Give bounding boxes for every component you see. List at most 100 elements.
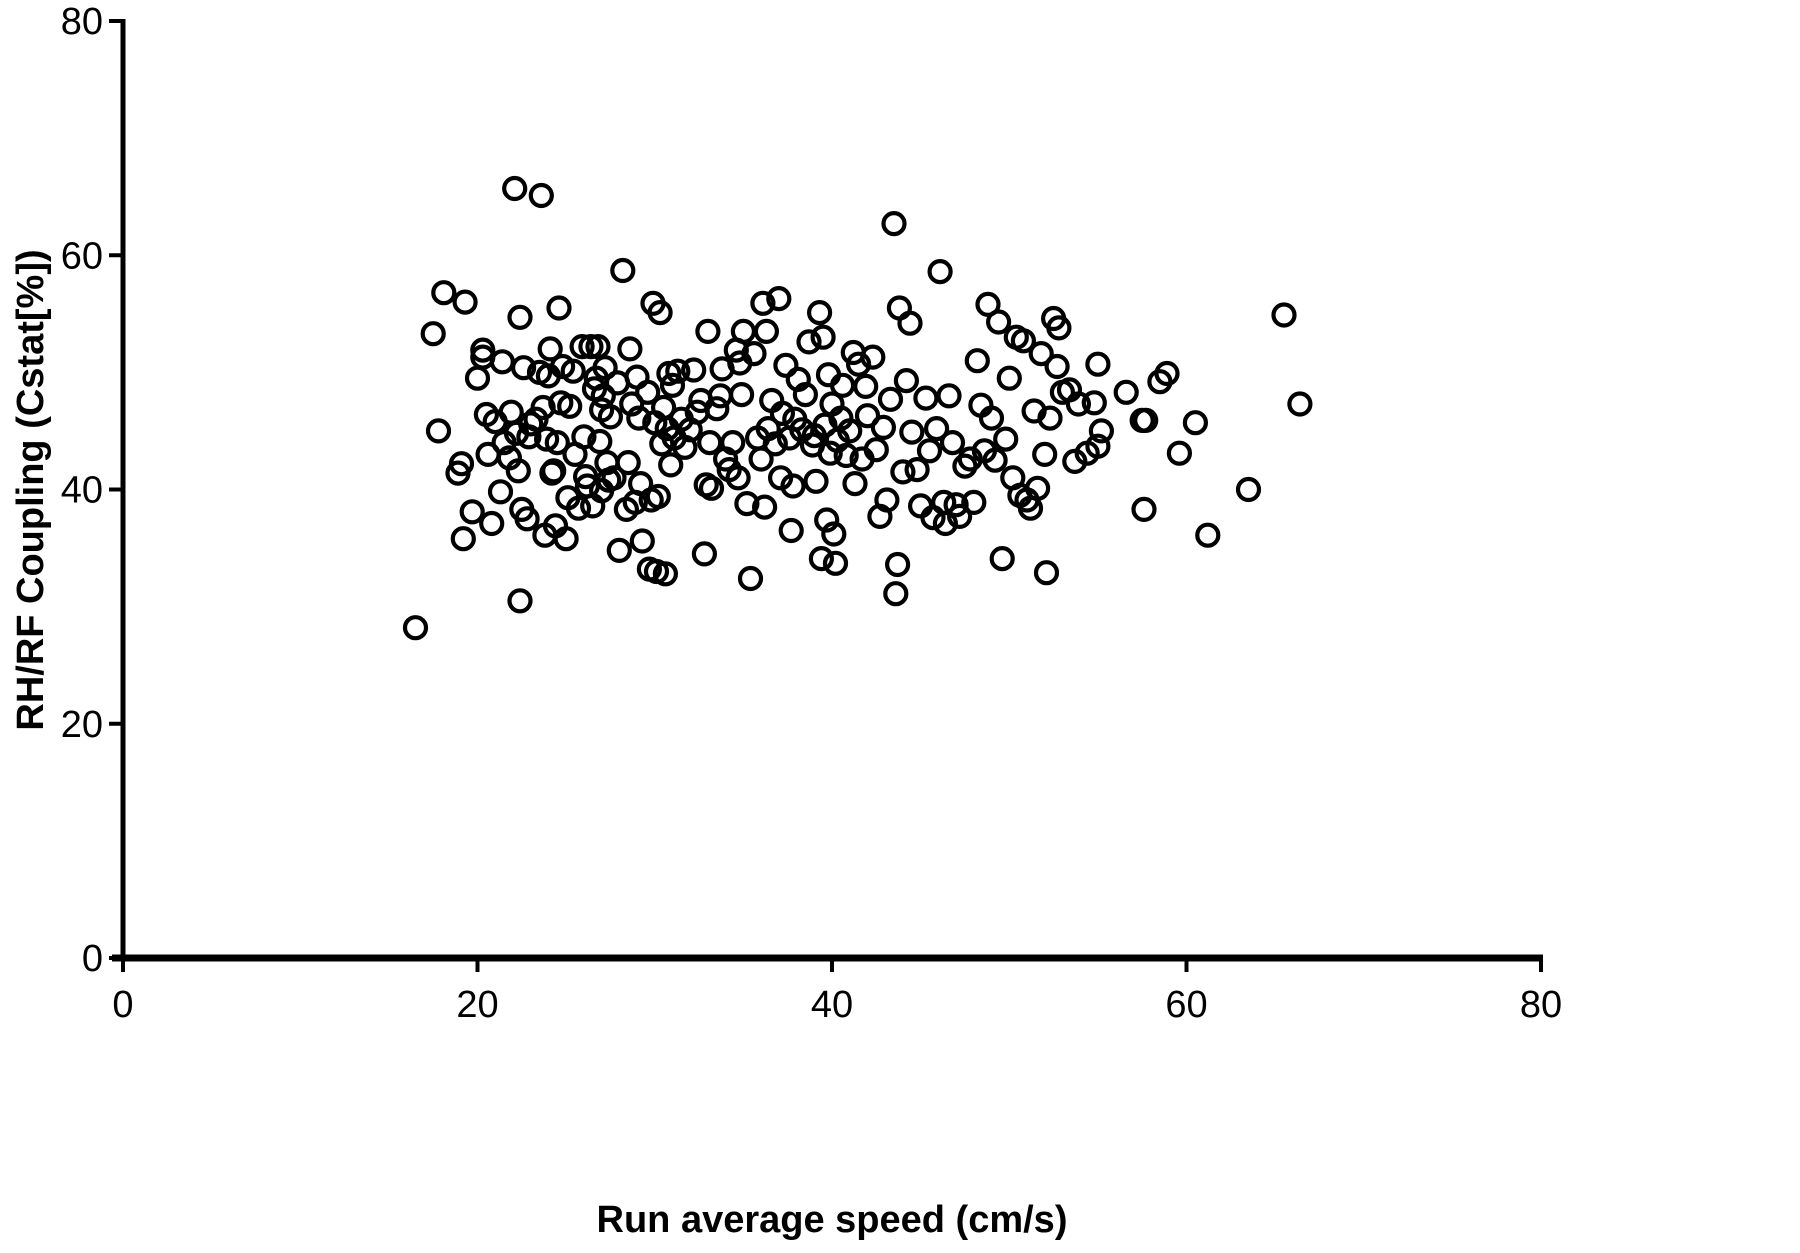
data-point bbox=[1062, 448, 1088, 474]
data-points bbox=[402, 175, 1313, 641]
data-point bbox=[884, 551, 911, 578]
data-point bbox=[821, 521, 847, 547]
data-point bbox=[619, 391, 645, 417]
data-point bbox=[560, 358, 586, 384]
data-point bbox=[1037, 405, 1063, 431]
x-tick-label: 0 bbox=[112, 984, 133, 1026]
data-point bbox=[913, 385, 939, 411]
data-point bbox=[842, 471, 868, 497]
data-point bbox=[537, 336, 563, 362]
data-point bbox=[780, 473, 806, 499]
data-point bbox=[507, 304, 533, 330]
data-point bbox=[704, 396, 730, 422]
data-point bbox=[629, 528, 655, 554]
data-point bbox=[734, 491, 760, 517]
data-point bbox=[606, 537, 632, 564]
data-point bbox=[907, 493, 934, 519]
data-point bbox=[1081, 390, 1107, 416]
data-point bbox=[720, 430, 746, 456]
data-point bbox=[533, 426, 560, 452]
data-point bbox=[528, 182, 554, 209]
data-point bbox=[989, 545, 1015, 572]
data-point bbox=[773, 352, 799, 378]
data-point bbox=[541, 458, 567, 484]
data-point bbox=[814, 507, 840, 533]
data-point bbox=[450, 526, 476, 552]
data-point bbox=[725, 465, 751, 491]
data-point bbox=[883, 581, 909, 607]
data-point bbox=[518, 411, 544, 437]
data-point bbox=[845, 351, 872, 377]
data-point bbox=[1085, 351, 1111, 377]
data-point bbox=[741, 341, 767, 367]
data-point bbox=[1033, 560, 1060, 586]
data-point bbox=[425, 418, 452, 444]
data-point bbox=[881, 211, 907, 237]
data-point bbox=[1182, 410, 1209, 436]
x-tick-label: 60 bbox=[1165, 984, 1207, 1026]
data-point bbox=[402, 615, 429, 641]
data-point bbox=[626, 405, 652, 431]
data-point bbox=[904, 457, 930, 483]
data-point bbox=[1088, 418, 1115, 444]
data-point bbox=[964, 348, 990, 374]
data-point bbox=[571, 424, 597, 450]
data-point bbox=[993, 426, 1019, 452]
data-point bbox=[932, 510, 959, 537]
data-point bbox=[659, 372, 686, 398]
x-tick-label: 40 bbox=[811, 984, 853, 1026]
data-point bbox=[1235, 476, 1262, 503]
data-point bbox=[943, 492, 969, 518]
data-point bbox=[1024, 475, 1051, 501]
data-point bbox=[778, 517, 804, 544]
data-point bbox=[459, 499, 485, 525]
data-point bbox=[652, 561, 679, 587]
data-point bbox=[822, 550, 849, 576]
data-point bbox=[796, 329, 822, 355]
data-point bbox=[751, 494, 778, 520]
data-point bbox=[860, 344, 886, 370]
data-point bbox=[479, 510, 505, 537]
data-point bbox=[585, 334, 611, 360]
data-point bbox=[578, 334, 604, 360]
data-point bbox=[817, 440, 843, 466]
data-point bbox=[502, 175, 528, 202]
data-point bbox=[1133, 407, 1159, 433]
data-point bbox=[890, 459, 916, 485]
data-point bbox=[507, 588, 533, 614]
data-point bbox=[810, 324, 836, 350]
data-point bbox=[877, 386, 904, 412]
data-point bbox=[431, 280, 457, 306]
data-point bbox=[854, 403, 881, 429]
data-point bbox=[681, 357, 707, 383]
data-point bbox=[420, 321, 446, 347]
data-point bbox=[1046, 315, 1072, 341]
data-point bbox=[698, 475, 725, 501]
data-point bbox=[1154, 360, 1180, 387]
data-point bbox=[544, 430, 570, 456]
data-point bbox=[978, 405, 1005, 431]
data-point bbox=[985, 309, 1012, 335]
data-point bbox=[557, 393, 583, 419]
data-point bbox=[647, 300, 673, 326]
data-point bbox=[730, 318, 757, 344]
data-point bbox=[691, 541, 718, 567]
data-point bbox=[961, 489, 987, 515]
data-point bbox=[833, 442, 859, 469]
data-point bbox=[753, 318, 780, 344]
x-tick-label: 20 bbox=[456, 984, 498, 1026]
data-point bbox=[870, 414, 897, 440]
data-point bbox=[1113, 379, 1139, 405]
data-point bbox=[1032, 441, 1058, 467]
data-point bbox=[572, 464, 599, 490]
data-point bbox=[1028, 341, 1054, 367]
data-point bbox=[936, 383, 962, 409]
data-point bbox=[916, 438, 943, 464]
data-point bbox=[837, 418, 863, 444]
data-point bbox=[590, 383, 616, 409]
data-point bbox=[806, 300, 833, 326]
data-point bbox=[707, 383, 733, 409]
data-point bbox=[565, 495, 592, 521]
data-point bbox=[617, 336, 643, 362]
data-point bbox=[615, 450, 641, 476]
